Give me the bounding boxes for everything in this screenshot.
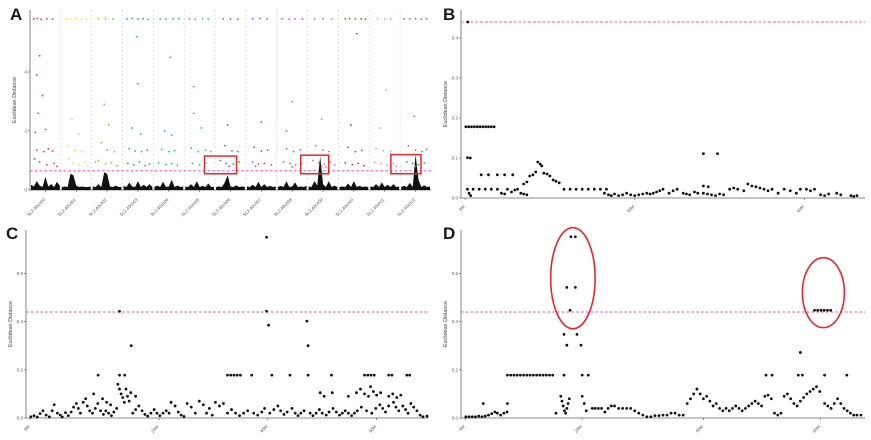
svg-text:SL2.40ch06: SL2.40ch06 <box>211 197 232 218</box>
svg-text:0.4: 0.4 <box>452 36 459 41</box>
svg-text:4: 4 <box>24 70 27 75</box>
panel-c-plot: 0.0 0.2 0.4 0.6 Euclidean Distance 0M 20M 40M 60… <box>8 230 429 434</box>
svg-text:SL2.40ch02: SL2.40ch02 <box>88 197 109 218</box>
svg-text:0M: 0M <box>458 424 466 432</box>
svg-text:0.2: 0.2 <box>17 367 24 372</box>
svg-text:0M: 0M <box>458 204 466 212</box>
svg-text:SL2.40ch03: SL2.40ch03 <box>119 197 140 218</box>
svg-text:SL2.40ch08: SL2.40ch08 <box>273 197 294 218</box>
svg-text:Euclidean Distance: Euclidean Distance <box>443 301 449 347</box>
svg-text:2: 2 <box>24 129 27 134</box>
svg-text:Euclidean Distance: Euclidean Distance <box>443 81 449 127</box>
svg-text:0: 0 <box>24 188 27 193</box>
svg-text:SL2.40ch09: SL2.40ch09 <box>304 197 325 218</box>
svg-text:SL2.40ch11: SL2.40ch11 <box>366 197 386 217</box>
svg-text:SL2.40ch07: SL2.40ch07 <box>242 197 263 218</box>
svg-text:SL2.40ch12: SL2.40ch12 <box>396 197 417 218</box>
svg-text:40M: 40M <box>259 424 269 434</box>
svg-text:20M: 20M <box>150 424 160 434</box>
svg-text:40M: 40M <box>796 204 806 214</box>
panel-b: 0.0 0.1 0.2 0.3 0.4 Euclidean Distance 0M 20M 40… <box>435 0 871 220</box>
svg-text:0.0: 0.0 <box>452 416 459 421</box>
panel-c: 0.0 0.2 0.4 0.6 Euclidean Distance 0M 20M 40M 60… <box>0 220 435 440</box>
panel-a-plot: 0 2 4 Euclidean Distance SL2.40ch00 SL2.40ch0… <box>12 10 431 218</box>
svg-text:0.2: 0.2 <box>452 367 459 372</box>
svg-text:20M: 20M <box>626 204 636 214</box>
svg-text:0.4: 0.4 <box>17 319 24 324</box>
panel-label-b: B <box>443 5 456 24</box>
svg-text:SL2.40ch05: SL2.40ch05 <box>180 197 201 218</box>
panel-label-a: A <box>10 5 23 24</box>
panel-d: 0.0 0.2 0.4 0.6 Euclidean Distance 0M 20M 40M 60… <box>435 220 871 440</box>
svg-text:Euclidean Distance: Euclidean Distance <box>8 301 14 347</box>
svg-text:60M: 60M <box>812 424 822 434</box>
panel-label-c: C <box>6 224 19 243</box>
svg-text:60M: 60M <box>368 424 378 434</box>
svg-text:0.1: 0.1 <box>452 156 459 161</box>
svg-text:0.0: 0.0 <box>452 196 459 201</box>
svg-text:40M: 40M <box>695 424 705 434</box>
svg-text:SL2.40ch01: SL2.40ch01 <box>57 197 78 218</box>
panel-d-plot: 0.0 0.2 0.4 0.6 Euclidean Distance 0M 20M 40M 60… <box>443 226 865 434</box>
svg-text:SL2.40ch10: SL2.40ch10 <box>334 197 355 218</box>
panel-a: 0 2 4 Euclidean Distance SL2.40ch00 SL2.40ch0… <box>0 0 435 220</box>
svg-text:0M: 0M <box>23 424 31 432</box>
panel-label-d: D <box>443 224 456 243</box>
svg-text:20M: 20M <box>573 424 583 434</box>
svg-text:SL2.40ch00: SL2.40ch00 <box>26 197 47 218</box>
svg-text:Euclidean Distance: Euclidean Distance <box>12 77 18 123</box>
svg-text:0.2: 0.2 <box>452 116 459 121</box>
svg-text:0.4: 0.4 <box>452 319 459 324</box>
svg-text:0.3: 0.3 <box>452 76 459 81</box>
panel-b-plot: 0.0 0.1 0.2 0.3 0.4 Euclidean Distance 0M 20M 40… <box>443 10 865 214</box>
svg-text:0.0: 0.0 <box>17 416 24 421</box>
svg-text:SL2.40ch04: SL2.40ch04 <box>149 197 170 218</box>
svg-text:0.6: 0.6 <box>452 271 459 276</box>
svg-text:0.6: 0.6 <box>17 271 24 276</box>
